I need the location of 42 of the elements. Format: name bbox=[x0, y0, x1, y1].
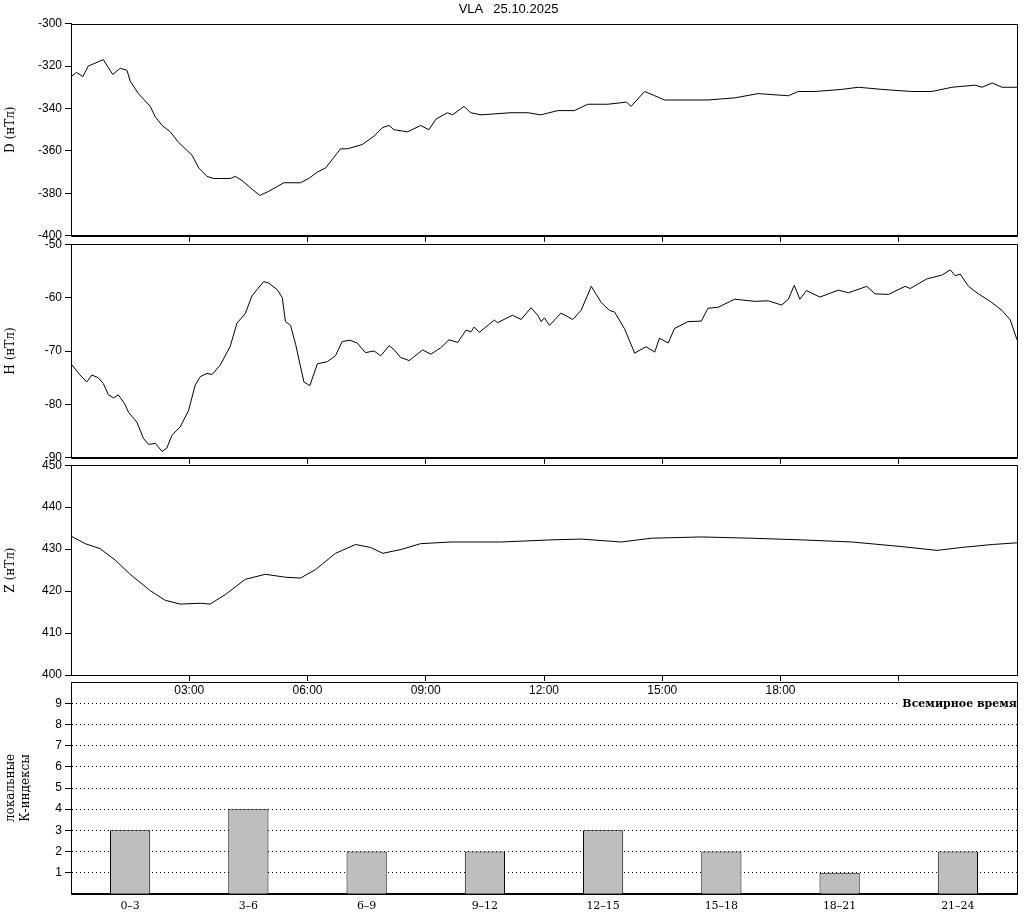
x-tick-label: 9–12 bbox=[471, 899, 499, 913]
x-tick-label: 0–3 bbox=[120, 899, 140, 913]
y-axis-title: локальные К-индексы bbox=[3, 753, 32, 823]
y-tick-label: 1 bbox=[55, 864, 63, 879]
y-tick-label: 420 bbox=[41, 583, 63, 598]
y-tick-label: 7 bbox=[55, 737, 63, 752]
x-tick-label: 15–18 bbox=[704, 899, 739, 913]
y-tick-label: -300 bbox=[37, 15, 63, 30]
y-tick-label: 5 bbox=[55, 780, 63, 795]
y-tick-label: 4 bbox=[55, 801, 63, 816]
x-tick-label: 09:00 bbox=[410, 682, 442, 697]
y-tick-label: 400 bbox=[41, 667, 63, 682]
y-tick-label: -320 bbox=[37, 58, 63, 73]
y-tick-label: 2 bbox=[55, 843, 63, 858]
y-tick-label: 440 bbox=[41, 499, 63, 514]
x-tick-label: 3–6 bbox=[238, 899, 259, 913]
y-tick-label: -340 bbox=[37, 100, 63, 115]
y-axis-title: D (нТл) bbox=[3, 106, 18, 153]
y-tick-label: -80 bbox=[44, 396, 63, 411]
y-tick-label: 410 bbox=[41, 625, 63, 640]
x-axis-title: Всемирное время bbox=[902, 697, 1017, 711]
y-axis-title: Z (нТл) bbox=[3, 547, 18, 593]
chart-title: VLA 25.10.2025 bbox=[458, 1, 559, 17]
x-tick-label: 18:00 bbox=[765, 682, 796, 697]
y-tick-label: -360 bbox=[37, 143, 63, 158]
y-tick-label: 6 bbox=[55, 759, 63, 774]
x-tick-label: 03:00 bbox=[174, 682, 205, 697]
x-tick-label: 21–24 bbox=[941, 899, 975, 913]
y-tick-label: 430 bbox=[41, 541, 63, 556]
x-tick-label: 6–9 bbox=[356, 899, 377, 913]
x-tick-label: 12:00 bbox=[528, 682, 560, 697]
y-tick-label: 9 bbox=[55, 695, 63, 710]
y-tick-label: -70 bbox=[44, 343, 63, 358]
y-tick-label: -60 bbox=[44, 289, 63, 304]
y-tick-label: 8 bbox=[55, 716, 63, 731]
y-axis-title: H (нТл) bbox=[3, 327, 18, 375]
y-tick-label: 3 bbox=[55, 822, 63, 837]
x-tick-label: 06:00 bbox=[292, 682, 323, 697]
y-tick-label: -380 bbox=[37, 185, 63, 200]
x-tick-label: 15:00 bbox=[647, 682, 678, 697]
x-tick-label: 18–21 bbox=[822, 899, 857, 913]
x-tick-label: 12–15 bbox=[586, 899, 620, 913]
